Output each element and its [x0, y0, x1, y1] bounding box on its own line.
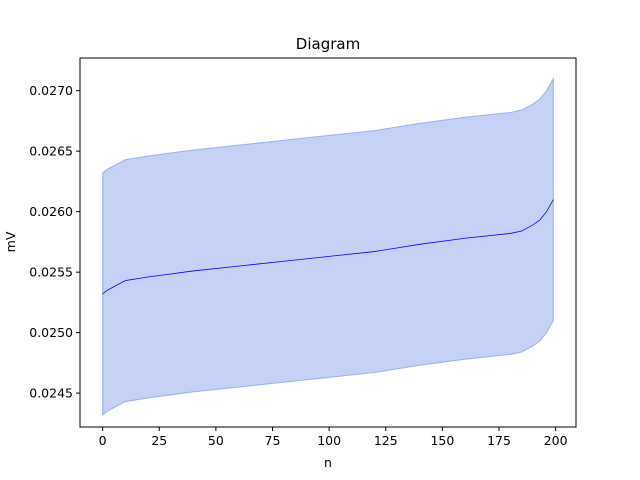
- x-tick-label: 50: [208, 433, 224, 448]
- series-line-0: [102, 199, 554, 295]
- x-axis-label: n: [324, 455, 332, 470]
- y-tick-label: 0.0250: [29, 325, 73, 340]
- y-axis: 0.0245 0.0250 0.0255 0.0260 0.0265 0.0270: [29, 83, 80, 401]
- y-axis-label: mV: [3, 231, 18, 252]
- x-tick-label: 200: [544, 433, 568, 448]
- x-tick-label: 0: [99, 433, 107, 448]
- y-tick-label: 0.0260: [29, 204, 73, 219]
- y-tick-label: 0.0245: [29, 386, 73, 401]
- x-tick-label: 125: [374, 433, 398, 448]
- x-tick-label: 100: [317, 433, 341, 448]
- x-tick-label: 25: [151, 433, 167, 448]
- plot-frame: [79, 57, 577, 428]
- chart-title: Diagram: [296, 35, 360, 53]
- y-tick-label: 0.0255: [29, 265, 73, 280]
- y-tick-label: 0.0270: [29, 83, 73, 98]
- series-band-0: [102, 76, 554, 416]
- x-tick-label: 75: [265, 433, 281, 448]
- x-tick-label: 175: [487, 433, 511, 448]
- x-tick-label: 150: [430, 433, 454, 448]
- x-axis: 0 25 50 75 100 125 150 175 200: [99, 427, 568, 448]
- y-tick-label: 0.0265: [29, 144, 73, 159]
- plot-area: [102, 76, 554, 416]
